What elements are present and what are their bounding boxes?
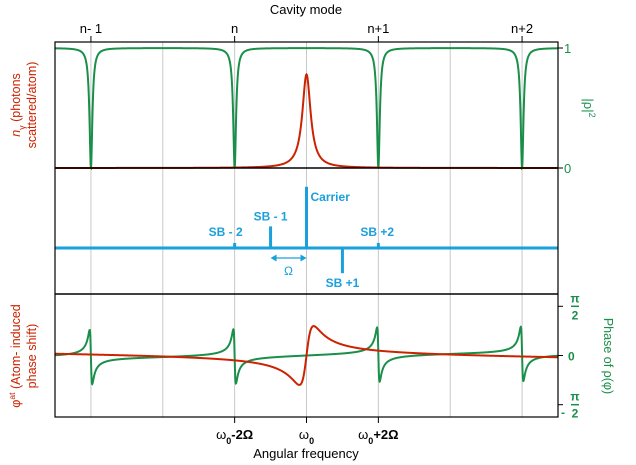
panel1-right-tick-label-0: 0 <box>564 161 571 176</box>
bottom-tick-label-sub-0: 0 <box>226 436 231 446</box>
bottom-tick-label-rest-2: +2Ω <box>373 427 398 442</box>
panel3-left-title-main: φ <box>9 400 23 408</box>
panel3-right-tick-den-0: 2 <box>572 308 579 322</box>
bottom-tick-label-2: ω0+2Ω <box>358 427 398 446</box>
panel3-right-title: Phase of ρ(φ) <box>601 318 615 394</box>
panel3-right-tick-num-0: π <box>570 291 579 305</box>
bottom-tick-label-main-1: ω <box>299 427 309 442</box>
panel1-right-title-sup: 2 <box>587 113 597 118</box>
panel3-right-tick-sign-2: - <box>561 406 565 420</box>
spacing-arrow-head-left <box>270 254 277 262</box>
top-tick-label-3: n+2 <box>511 21 533 36</box>
svg-text:φat (Atom- induced: φat (Atom- induced <box>7 304 23 407</box>
spectral-line-label-4: SB +2 <box>360 225 394 239</box>
top-tick-label-1: n <box>231 21 238 36</box>
panel3-left-title: φat (Atom- induced phase shift) <box>7 304 39 407</box>
panel1-right-title-main: |ρ| <box>581 98 596 112</box>
top-axis-title: Cavity mode <box>270 2 342 17</box>
spectral-line-label-2: SB +1 <box>326 276 360 290</box>
bottom-tick-label-0: ω0-2Ω <box>216 427 253 446</box>
panel1-right-title: |ρ|2 <box>581 98 597 117</box>
panel3-right-tick-num-2: π <box>570 390 579 404</box>
panel1-left-title-var: n <box>9 130 23 137</box>
spacing-arrow-head-right <box>300 254 307 262</box>
atom-phase-curve <box>54 325 559 386</box>
spectral-line-label-1: SB - 1 <box>254 209 288 223</box>
top-tick-label-0: n- 1 <box>80 21 102 36</box>
bottom-axis-title: Angular frequency <box>253 446 359 461</box>
spectral-line-label-3: SB - 2 <box>209 225 243 239</box>
bottom-tick-label-main-2: ω <box>358 427 368 442</box>
panel3-left-title-sup: at <box>7 392 17 400</box>
panel3-right-tick-den-2: 2 <box>572 407 579 421</box>
top-tick-label-2: n+1 <box>367 21 389 36</box>
bottom-tick-label-sub-1: 0 <box>309 436 314 446</box>
panel3-right-ticks: π20-π2 <box>558 291 580 421</box>
spacing-label: Ω <box>284 264 293 278</box>
panel1-right-ticks: 01 <box>558 41 571 176</box>
panel1-left-title: nγ (photons scattered/atom) <box>9 62 39 149</box>
panel1-left-title-line2: scattered/atom) <box>25 62 39 149</box>
panel-phase <box>54 325 559 386</box>
panel3-left-title-line2: phase shift) <box>25 324 39 389</box>
bottom-tick-labels: ω0-2Ω ω0 ω0+2Ω <box>216 417 399 446</box>
panel3-left-title-rest: (Atom- induced <box>9 304 23 392</box>
bottom-tick-label-main-0: ω <box>216 427 226 442</box>
top-tick-labels: n- 1 n n+1 n+2 <box>80 21 533 42</box>
gridlines <box>90 42 523 417</box>
bottom-tick-label-rest-0: -2Ω <box>231 427 253 442</box>
panel1-left-title-sub: γ <box>17 125 27 130</box>
panel3-right-tick-num-1: 0 <box>568 350 575 364</box>
bottom-tick-label-sub-2: 0 <box>368 436 373 446</box>
bottom-tick-label-1: ω0 <box>299 427 314 446</box>
svg-text:|ρ|2: |ρ|2 <box>581 98 597 117</box>
panel3-right-title-text: Phase of ρ(φ) <box>601 318 615 394</box>
panel1-right-tick-label-1: 1 <box>564 41 571 56</box>
svg-text:nγ (photons: nγ (photons <box>9 73 27 137</box>
panel-spectrum: Carrier SB - 1 SB +1 SB - 2 SB +2 Ω <box>55 186 558 290</box>
spectral-line-label-0: Carrier <box>311 190 351 204</box>
cavity-transmission-curve <box>54 47 559 171</box>
panel1-left-title-rest: (photons <box>9 73 23 125</box>
